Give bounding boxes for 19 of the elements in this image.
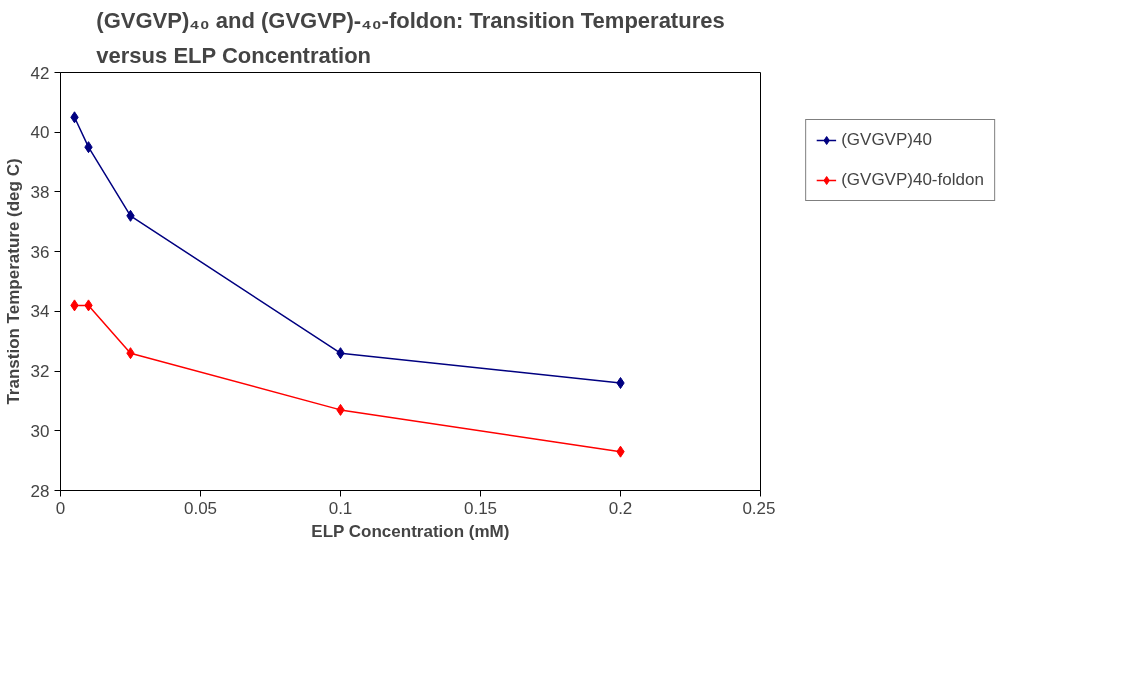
y-tick-label: 34 — [30, 302, 50, 322]
x-tick-label: 0.05 — [183, 498, 218, 518]
y-tick-label: 38 — [30, 182, 50, 202]
x-tick-label: 0.1 — [328, 498, 353, 518]
y-tick-label: 42 — [30, 63, 50, 83]
y-tick-label: 30 — [30, 421, 50, 441]
legend-label: (GVGVP)40-foldon — [841, 169, 984, 190]
legend-label: (GVGVP)40 — [841, 129, 932, 150]
y-tick-label: 28 — [30, 481, 50, 501]
x-tick-label: 0.15 — [463, 498, 498, 518]
x-tick-label: 0.25 — [742, 498, 776, 518]
chart-title: (GVGVP)₄₀ and (GVGVP)-₄₀-foldon: Transition Temperatures versus ELP Concentration — [96, 7, 725, 68]
y-axis-title: Transtion Temperature (deg C) — [3, 158, 23, 405]
y-tick-label: 36 — [30, 242, 50, 262]
y-tick-label: 40 — [30, 123, 50, 143]
y-tick-label: 32 — [30, 362, 50, 382]
x-tick-label: 0.2 — [608, 498, 633, 518]
x-axis-title: ELP Concentration (mM) — [311, 521, 510, 541]
x-tick-label: 0 — [55, 498, 66, 518]
